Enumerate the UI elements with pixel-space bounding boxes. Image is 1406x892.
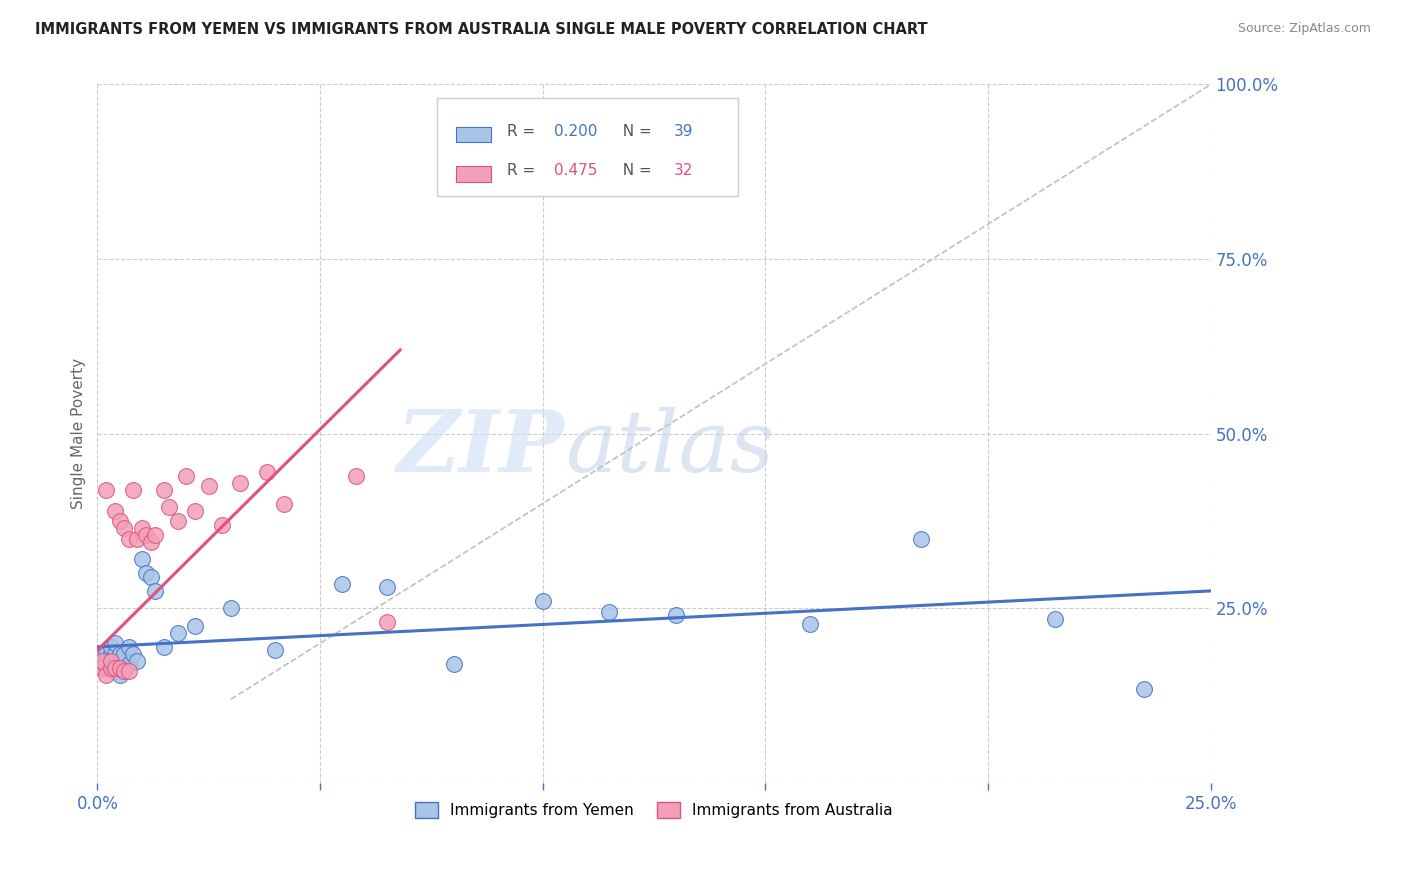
Point (330, 577, 353, 591)
Point (531, 594, 554, 608)
Text: R =: R = (508, 124, 540, 139)
Point (127, 654, 149, 668)
Point (100, 640, 122, 654)
Point (443, 657, 465, 672)
Point (122, 483, 145, 497)
Point (117, 532, 139, 546)
Text: N =: N = (613, 124, 657, 139)
Point (96, 647, 118, 661)
Point (117, 657, 139, 672)
Text: 0.200: 0.200 (554, 124, 598, 139)
Point (176, 468, 198, 483)
Point (104, 636, 127, 650)
Point (219, 601, 242, 615)
Point (256, 465, 278, 479)
Point (910, 532, 932, 546)
Point (135, 528, 157, 542)
Point (135, 566, 157, 581)
Text: N =: N = (613, 163, 657, 178)
Point (90, 654, 112, 668)
Point (344, 468, 367, 483)
Point (100, 661, 122, 675)
Point (264, 643, 287, 657)
Point (143, 528, 166, 542)
Point (117, 665, 139, 679)
Point (112, 665, 135, 679)
Point (104, 647, 127, 661)
Point (153, 483, 176, 497)
Legend: Immigrants from Yemen, Immigrants from Australia: Immigrants from Yemen, Immigrants from A… (409, 796, 898, 824)
Point (375, 615, 398, 630)
Point (108, 654, 131, 668)
Point (108, 647, 131, 661)
Point (375, 581, 398, 595)
Text: Source: ZipAtlas.com: Source: ZipAtlas.com (1237, 22, 1371, 36)
FancyBboxPatch shape (456, 166, 492, 182)
Point (139, 570, 162, 584)
Point (184, 503, 207, 517)
Point (100, 654, 122, 668)
Point (273, 497, 295, 511)
FancyBboxPatch shape (456, 127, 492, 143)
Point (108, 667, 131, 681)
Point (197, 479, 219, 493)
Point (104, 661, 127, 675)
Point (122, 647, 145, 661)
Text: atlas: atlas (565, 407, 775, 489)
Point (127, 532, 149, 546)
Text: IMMIGRANTS FROM YEMEN VS IMMIGRANTS FROM AUSTRALIA SINGLE MALE POVERTY CORRELATI: IMMIGRANTS FROM YEMEN VS IMMIGRANTS FROM… (35, 22, 928, 37)
Point (143, 583, 166, 598)
Point (108, 661, 131, 675)
Point (100, 654, 122, 668)
Point (598, 605, 620, 619)
Text: R =: R = (508, 163, 540, 178)
Point (112, 521, 135, 535)
Y-axis label: Single Male Poverty: Single Male Poverty (72, 359, 86, 509)
Point (100, 647, 122, 661)
Point (90, 661, 112, 675)
Point (108, 514, 131, 528)
Point (112, 665, 135, 679)
Text: ZIP: ZIP (396, 406, 565, 490)
Point (665, 608, 688, 623)
Point (96, 654, 118, 668)
Point (96, 661, 118, 675)
Point (112, 647, 135, 661)
Point (96, 667, 118, 681)
Point (157, 500, 180, 514)
Point (117, 640, 139, 654)
Point (131, 521, 153, 535)
Point (104, 665, 127, 679)
Point (153, 640, 176, 654)
Point (229, 475, 252, 490)
Point (1133, 681, 1156, 696)
Point (104, 503, 127, 517)
Point (184, 619, 207, 633)
Point (131, 552, 153, 566)
Point (1043, 612, 1066, 626)
Point (799, 616, 821, 631)
Text: 32: 32 (673, 163, 693, 178)
Point (139, 535, 162, 549)
Point (90, 647, 112, 661)
Point (211, 517, 233, 532)
Point (166, 625, 188, 640)
FancyBboxPatch shape (437, 98, 738, 196)
Point (166, 514, 188, 528)
Text: 39: 39 (673, 124, 693, 139)
Text: 0.475: 0.475 (554, 163, 598, 178)
Point (96, 483, 118, 497)
Point (90, 654, 112, 668)
